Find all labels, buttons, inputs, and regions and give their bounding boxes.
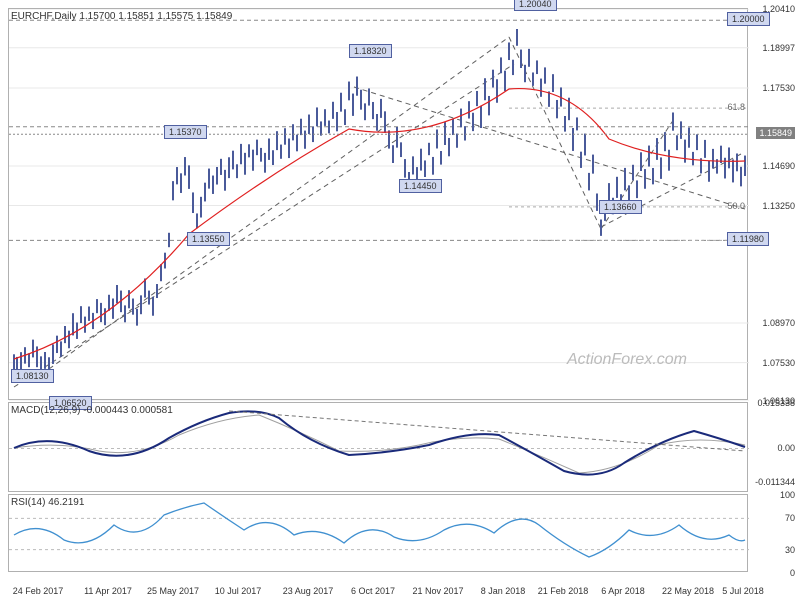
x-tick-label: 11 Apr 2017 xyxy=(84,586,132,596)
price-y-axis: 1.061301.075301.089701.132501.146901.175… xyxy=(749,9,795,399)
y-tick-label: 1.07530 xyxy=(762,358,795,368)
swing-label: 1.13660 xyxy=(599,200,642,214)
rsi-panel: RSI(14) 46.2191 03070100 xyxy=(8,494,748,572)
y-tick-label: 1.17530 xyxy=(762,83,795,93)
x-tick-label: 22 May 2018 xyxy=(662,586,714,596)
level-label: 1.11980 xyxy=(727,232,769,246)
rsi-title: RSI(14) 46.2191 xyxy=(11,497,84,508)
x-tick-label: 21 Feb 2018 xyxy=(538,586,589,596)
y-tick-label: -0.011344 xyxy=(755,477,795,487)
fib-label: 61.8 xyxy=(727,102,745,112)
y-tick-label: 1.18997 xyxy=(762,43,795,53)
x-tick-label: 23 Aug 2017 xyxy=(283,586,334,596)
y-tick-label: 0.015338 xyxy=(757,398,795,408)
x-tick-label: 10 Jul 2017 xyxy=(215,586,262,596)
y-tick-label: 30 xyxy=(785,545,795,555)
x-tick-label: 6 Oct 2017 xyxy=(351,586,395,596)
x-tick-label: 21 Nov 2017 xyxy=(412,586,463,596)
rsi-canvas xyxy=(9,495,749,573)
current-price-badge: 1.15849 xyxy=(756,127,795,139)
price-chart-panel: EURCHF,Daily 1.15700 1.15851 1.15575 1.1… xyxy=(8,8,748,400)
macd-panel: MACD(12,26,9) -0.000443 0.000581 -0.0113… xyxy=(8,402,748,492)
macd-y-axis: -0.0113440.000.015338 xyxy=(749,403,795,491)
macd-title: MACD(12,26,9) -0.000443 0.000581 xyxy=(11,405,173,416)
x-tick-label: 8 Jan 2018 xyxy=(481,586,526,596)
swing-label: 1.20040 xyxy=(514,0,557,11)
y-tick-label: 1.14690 xyxy=(762,161,795,171)
swing-label: 1.18320 xyxy=(349,44,392,58)
watermark: ActionForex.com xyxy=(567,351,687,369)
level-label: 1.20000 xyxy=(727,12,770,26)
macd-canvas xyxy=(9,403,749,493)
y-tick-label: 1.08970 xyxy=(762,318,795,328)
swing-label: 1.15370 xyxy=(164,125,207,139)
symbol-title: EURCHF,Daily 1.15700 1.15851 1.15575 1.1… xyxy=(11,11,232,22)
x-tick-label: 5 Jul 2018 xyxy=(722,586,764,596)
y-tick-label: 100 xyxy=(780,490,795,500)
swing-label: 1.08130 xyxy=(11,369,54,383)
rsi-y-axis: 03070100 xyxy=(749,495,795,571)
swing-label: 1.14450 xyxy=(399,179,442,193)
time-x-axis: 24 Feb 2017 11 Apr 2017 25 May 2017 10 Jul … xyxy=(8,580,748,596)
y-tick-label: 0 xyxy=(790,568,795,578)
x-tick-label: 25 May 2017 xyxy=(147,586,199,596)
x-tick-label: 24 Feb 2017 xyxy=(13,586,64,596)
fib-label: 50.0 xyxy=(727,201,745,211)
y-tick-label: 1.13250 xyxy=(762,201,795,211)
y-tick-label: 0.00 xyxy=(777,443,795,453)
x-tick-label: 6 Apr 2018 xyxy=(601,586,645,596)
y-tick-label: 70 xyxy=(785,513,795,523)
swing-label: 1.13550 xyxy=(187,232,230,246)
